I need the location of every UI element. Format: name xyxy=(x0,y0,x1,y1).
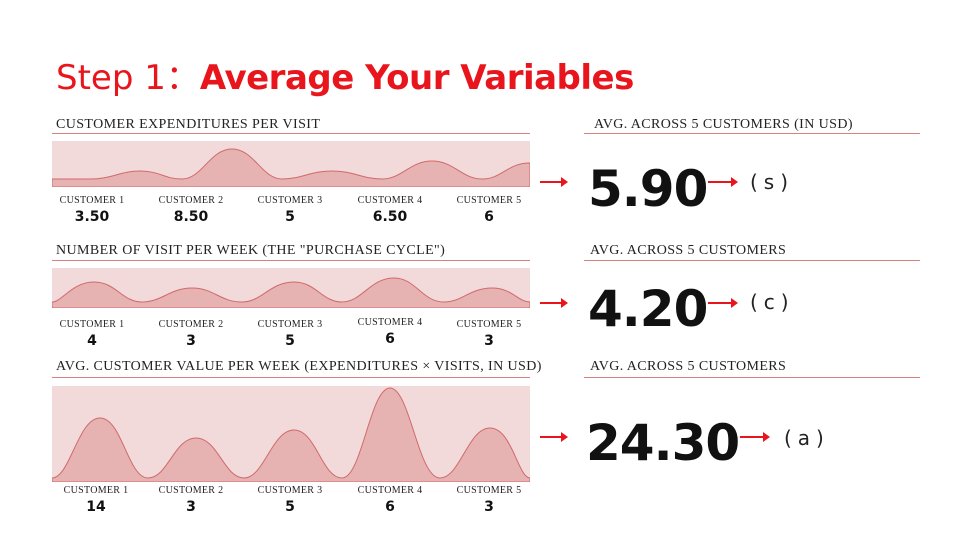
section2-wave-band xyxy=(52,268,530,308)
section3-value-4: 6 xyxy=(385,499,395,515)
section2-wave xyxy=(52,277,530,308)
section3-value-3: 5 xyxy=(285,499,295,515)
section1-customer-1: CUSTOMER 1 xyxy=(59,195,125,206)
section2-customer-2: CUSTOMER 2 xyxy=(158,319,224,330)
section2-variable: (c) xyxy=(750,290,795,314)
section2-left-rule xyxy=(52,260,530,261)
section3-right-rule xyxy=(584,377,920,378)
section3-customer-1: CUSTOMER 1 xyxy=(63,485,129,496)
section3-average: 24.30 xyxy=(586,414,740,472)
section3-right-label: AVG. ACROSS 5 CUSTOMERS xyxy=(590,359,787,374)
section1-customer-3: CUSTOMER 3 xyxy=(257,195,323,206)
section1-arrow-icon xyxy=(540,177,568,187)
section3-value-5: 3 xyxy=(484,499,494,515)
section2-average: 4.20 xyxy=(588,280,708,338)
section3-value-2: 3 xyxy=(186,499,196,515)
section2-value-3: 5 xyxy=(285,333,295,349)
section2-arrow-2-icon xyxy=(708,298,738,308)
section3-wave xyxy=(52,387,530,482)
title-main: Average Your Variables xyxy=(199,58,635,98)
section2-left-label: NUMBER OF VISIT PER WEEK (THE "PURCHASE … xyxy=(56,243,446,258)
section1-value-5: 6 xyxy=(484,209,494,225)
section1-customer-5: CUSTOMER 5 xyxy=(456,195,522,206)
section1-average: 5.90 xyxy=(588,160,708,218)
section2-customer-4: CUSTOMER 4 xyxy=(357,317,423,328)
section3-customer-3: CUSTOMER 3 xyxy=(257,485,323,496)
section2-value-4: 6 xyxy=(385,331,395,347)
section3-arrow-2-icon xyxy=(740,432,770,442)
section3-customer-2: CUSTOMER 2 xyxy=(158,485,224,496)
section2-customer-3: CUSTOMER 3 xyxy=(257,319,323,330)
section2-customer-1: CUSTOMER 1 xyxy=(59,319,125,330)
section1-arrow-2-icon xyxy=(708,177,738,187)
section1-value-2: 8.50 xyxy=(173,209,209,225)
section2-customer-5: CUSTOMER 5 xyxy=(456,319,522,330)
section1-right-label: AVG. ACROSS 5 CUSTOMERS (IN USD) xyxy=(594,117,853,132)
section1-value-4: 6.50 xyxy=(372,209,408,225)
section3-arrow-icon xyxy=(540,432,568,442)
section1-left-label: CUSTOMER EXPENDITURES PER VISIT xyxy=(56,117,321,132)
title-step: Step 1： xyxy=(56,58,200,98)
section1-value-3: 5 xyxy=(285,209,295,225)
section1-value-1: 3.50 xyxy=(74,209,110,225)
section2-right-label: AVG. ACROSS 5 CUSTOMERS xyxy=(590,243,787,258)
section2-right-rule xyxy=(584,260,920,261)
section2-value-1: 4 xyxy=(87,333,97,349)
slide-title: Step 1：Average Your Variables xyxy=(56,50,634,99)
section3-value-1: 14 xyxy=(86,499,106,515)
section3-left-rule xyxy=(52,377,530,378)
section1-left-rule xyxy=(52,133,530,134)
section1-wave xyxy=(52,148,530,187)
section1-customer-4: CUSTOMER 4 xyxy=(357,195,423,206)
section1-customer-2: CUSTOMER 2 xyxy=(158,195,224,206)
section3-left-label: AVG. CUSTOMER VALUE PER WEEK (EXPENDITUR… xyxy=(56,359,542,374)
section3-customer-4: CUSTOMER 4 xyxy=(357,485,423,496)
section2-value-5: 3 xyxy=(484,333,494,349)
section3-customer-5: CUSTOMER 5 xyxy=(456,485,522,496)
section2-value-2: 3 xyxy=(186,333,196,349)
section1-wave-band xyxy=(52,141,530,187)
section1-right-rule xyxy=(584,133,920,134)
section3-variable: (a) xyxy=(784,426,830,450)
section2-arrow-icon xyxy=(540,298,568,308)
section3-wave-band xyxy=(52,386,530,482)
section1-variable: (s) xyxy=(750,170,795,194)
